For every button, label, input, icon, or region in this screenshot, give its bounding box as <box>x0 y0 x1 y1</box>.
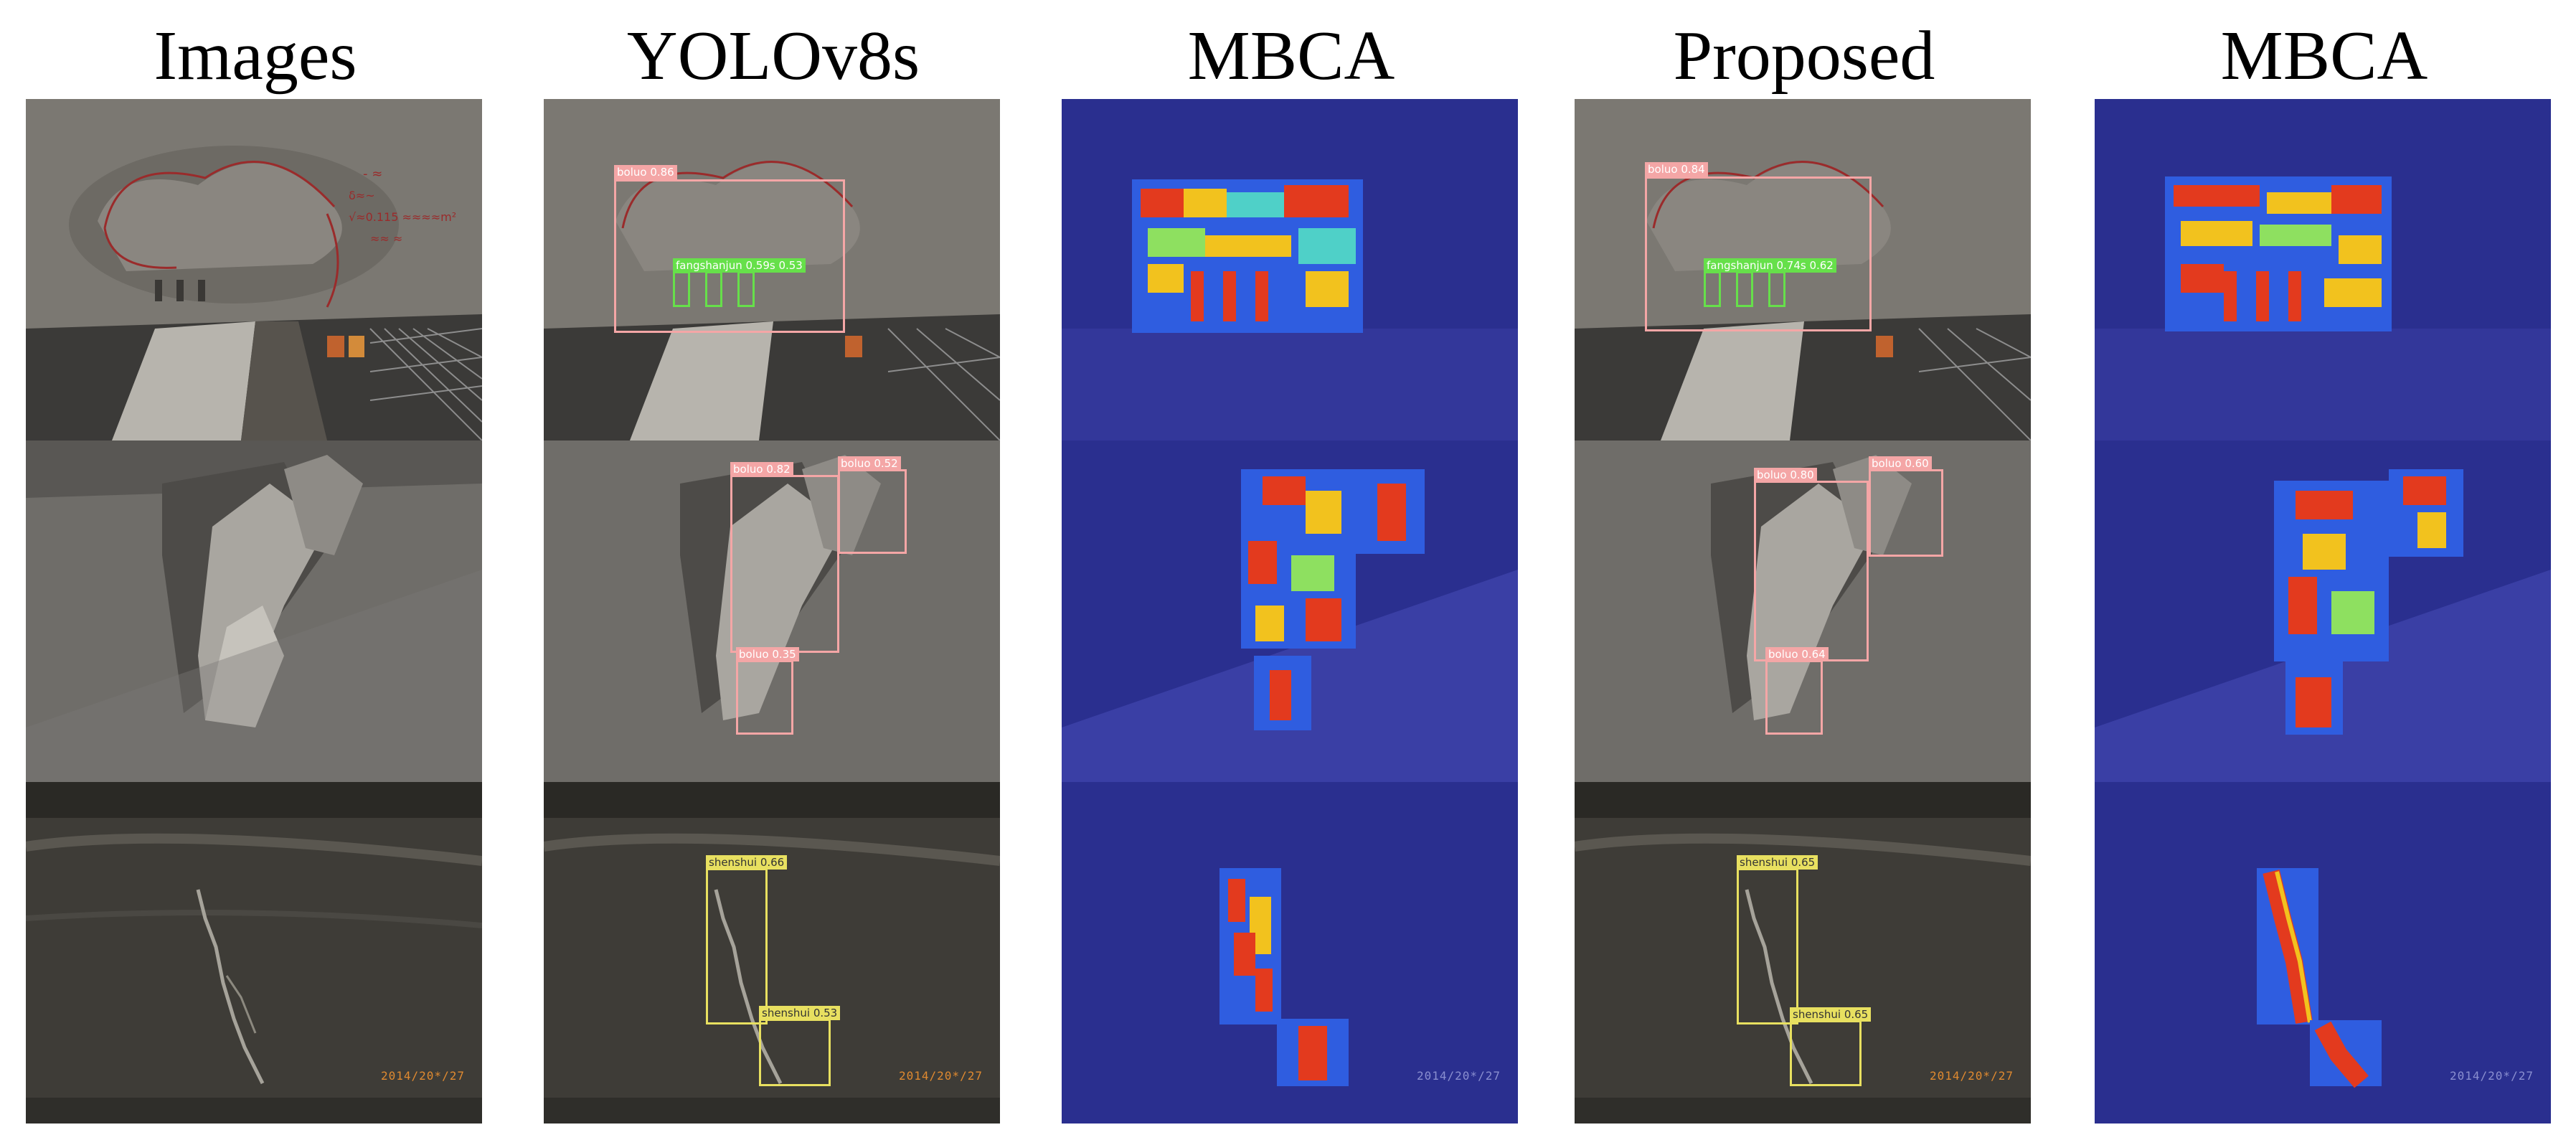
panel-yolov8s: boluo 0.86 fangshanjun 0.59s 0.53 boluo … <box>544 99 1000 1123</box>
timestamp: 2014/20*/27 <box>899 1069 983 1083</box>
detection-label: fangshanjun 0.59s 0.53 <box>673 258 806 273</box>
detection-label: boluo 0.35 <box>736 647 799 661</box>
image-spalling-beam <box>26 441 482 782</box>
detection-label: boluo 0.86 <box>614 165 677 179</box>
mbca-heatmap-crack: 2014/20*/27 <box>1062 782 1518 1123</box>
panel-mbca-2: 2014/20*/27 <box>2095 99 2551 1123</box>
column-header-images: Images <box>154 17 357 95</box>
detection-box-shenshui <box>1737 868 1798 1024</box>
detection-box-boluo <box>1754 481 1869 661</box>
detection-box-green <box>673 271 690 307</box>
detection-box-green <box>1768 271 1785 307</box>
detection-box-green <box>1736 271 1753 307</box>
detection-box-boluo <box>614 179 845 333</box>
mbca-2-heatmap-crack: 2014/20*/27 <box>2095 782 2551 1123</box>
detection-box-green <box>737 271 755 307</box>
detection-label: boluo 0.84 <box>1645 162 1708 176</box>
mbca-2-heatmap-spalling-beam <box>2095 441 2551 782</box>
yolov8s-spalling-wall: boluo 0.86 fangshanjun 0.59s 0.53 <box>544 99 1000 441</box>
detection-label: boluo 0.64 <box>1765 647 1829 661</box>
svg-text:≈≈ ≈: ≈≈ ≈ <box>370 232 402 245</box>
detection-box-boluo <box>1765 660 1823 735</box>
yolov8s-spalling-beam: boluo 0.82 boluo 0.52 boluo 0.35 <box>544 441 1000 782</box>
detection-box-shenshui <box>706 868 768 1024</box>
svg-text:√≈0.115 ≈≈≈≈m²: √≈0.115 ≈≈≈≈m² <box>349 210 456 224</box>
timestamp: 2014/20*/27 <box>1930 1069 2014 1083</box>
detection-box-green <box>705 271 722 307</box>
yolov8s-crack: shenshui 0.66 shenshui 0.53 2014/20*/27 <box>544 782 1000 1123</box>
detection-box-shenshui <box>1790 1020 1862 1086</box>
panel-images: - ≈ δ≈~ √≈0.115 ≈≈≈≈m² ≈≈ ≈ <box>26 99 482 1123</box>
detection-box-shenshui <box>759 1019 831 1086</box>
mbca-heatmap-spalling-wall <box>1062 99 1518 441</box>
detection-label: boluo 0.52 <box>838 456 901 471</box>
detection-label: boluo 0.80 <box>1754 468 1817 482</box>
detection-box-green <box>1704 271 1721 307</box>
detection-label: shenshui 0.66 <box>706 855 788 870</box>
proposed-crack: shenshui 0.65 shenshui 0.65 2014/20*/27 <box>1575 782 2031 1123</box>
column-header-mbca: MBCA <box>1187 17 1395 95</box>
detection-box-boluo <box>736 660 793 735</box>
proposed-spalling-wall: boluo 0.84 fangshanjun 0.74s 0.62 <box>1575 99 2031 441</box>
detection-label: shenshui 0.65 <box>1790 1007 1872 1022</box>
detection-label: fangshanjun 0.74s 0.62 <box>1704 258 1836 273</box>
column-header-yolov8s: YOLOv8s <box>626 17 920 95</box>
proposed-spalling-beam: boluo 0.80 boluo 0.60 boluo 0.64 <box>1575 441 2031 782</box>
detection-box-boluo <box>838 469 907 554</box>
svg-text:δ≈~: δ≈~ <box>349 189 375 202</box>
detection-label: boluo 0.82 <box>730 462 793 476</box>
panel-mbca: 2014/20*/27 <box>1062 99 1518 1123</box>
mbca-heatmap-spalling-beam <box>1062 441 1518 782</box>
timestamp: 2014/20*/27 <box>2450 1069 2534 1083</box>
timestamp: 2014/20*/27 <box>381 1069 465 1083</box>
detection-box-boluo <box>1869 469 1943 557</box>
timestamp: 2014/20*/27 <box>1417 1069 1501 1083</box>
panel-proposed-method: boluo 0.84 fangshanjun 0.74s 0.62 boluo … <box>1575 99 2031 1123</box>
image-crack: 2014/20*/27 <box>26 782 482 1123</box>
image-spalling-wall: - ≈ δ≈~ √≈0.115 ≈≈≈≈m² ≈≈ ≈ <box>26 99 482 441</box>
detection-label: boluo 0.60 <box>1869 456 1932 471</box>
column-header-proposed-method: Proposed method <box>1673 17 1935 181</box>
detection-box-boluo <box>1645 176 1872 331</box>
detection-box-boluo <box>730 475 839 653</box>
detection-label: shenshui 0.53 <box>759 1006 841 1020</box>
mbca-2-heatmap-spalling-wall <box>2095 99 2551 441</box>
detection-label: shenshui 0.65 <box>1737 855 1818 870</box>
svg-text:- ≈: - ≈ <box>363 166 382 182</box>
column-header-mbca-2: MBCA <box>2220 17 2428 95</box>
